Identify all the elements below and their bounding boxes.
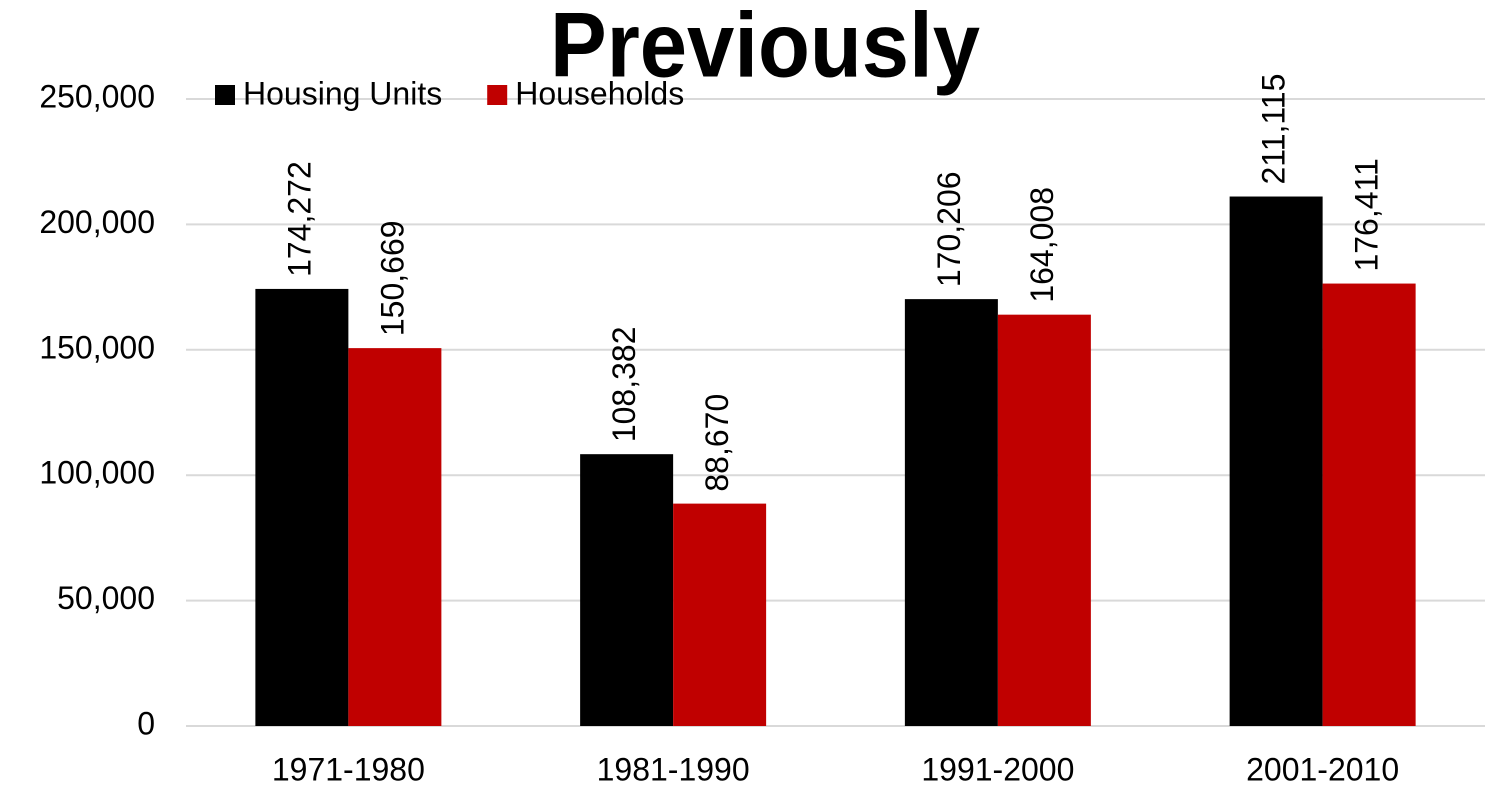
legend-swatch <box>487 85 508 105</box>
y-tick-label: 100,000 <box>39 455 155 491</box>
bar <box>904 299 998 726</box>
data-label: 108,382 <box>606 327 642 443</box>
bar <box>1322 283 1416 726</box>
data-label: 176,411 <box>1349 158 1385 271</box>
y-tick-label: 250,000 <box>39 78 155 114</box>
bar <box>580 454 674 726</box>
legend-label: Housing Units <box>243 75 442 111</box>
bar <box>348 348 442 726</box>
data-label: 150,669 <box>374 220 410 336</box>
data-label: 174,272 <box>281 161 317 277</box>
chart-title: Previously <box>550 0 980 96</box>
bar <box>673 503 767 726</box>
bar <box>1229 196 1323 727</box>
legend-swatch <box>215 85 235 105</box>
x-tick-label: 1991-2000 <box>921 751 1074 787</box>
data-label: 164,008 <box>1024 187 1060 303</box>
y-tick-label: 50,000 <box>57 580 155 616</box>
data-label: 170,206 <box>931 171 967 287</box>
x-tick-label: 1971-1980 <box>272 751 425 787</box>
bar <box>997 314 1091 726</box>
y-tick-label: 200,000 <box>39 204 155 240</box>
x-tick-label: 2001-2010 <box>1246 751 1399 787</box>
y-tick-label: 150,000 <box>39 329 155 365</box>
legend-label: Households <box>515 75 684 111</box>
data-label: 211,115 <box>1256 74 1292 185</box>
bar <box>255 288 349 726</box>
x-tick-label: 1981-1990 <box>597 751 750 787</box>
data-label: 88,670 <box>699 394 735 492</box>
y-tick-label: 0 <box>137 705 155 741</box>
